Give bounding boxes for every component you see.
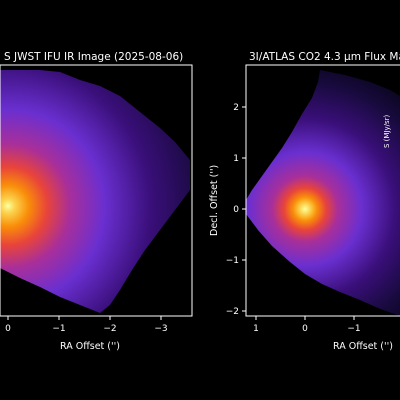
left-heatmap-field [0, 70, 190, 313]
right-x-tick-label: 0 [302, 324, 308, 334]
colorbar-label: S (MJy/sr) [383, 114, 391, 148]
left-x-tick-label: 0 [5, 324, 11, 334]
right-y-tick-label: 1 [233, 154, 239, 164]
right-x-tick-label: −1 [347, 324, 360, 334]
right-x-tick-label: 1 [253, 324, 259, 334]
right-y-tick-label: 2 [233, 103, 239, 113]
right-y-axis: −2 −1 0 1 2 [226, 103, 246, 317]
right-y-tick-label: 0 [233, 205, 239, 215]
right-panel-title: 3I/ATLAS CO2 4.3 μm Flux Ma [249, 51, 400, 63]
right-plot-frame [245, 64, 400, 317]
right-panel: 3I/ATLAS CO2 4.3 μm Flux Ma 1 0 −1 −2 −1 0 1 2… [209, 51, 400, 352]
right-y-axis-label: Decl. Offset ('') [209, 165, 220, 236]
right-heatmap-field [246, 70, 400, 316]
left-x-tick-label: −1 [52, 324, 65, 334]
left-x-axis-label: RA Offset ('') [60, 341, 120, 352]
left-x-axis: 0 −1 −2 −3 [5, 316, 168, 334]
left-x-tick-label: −3 [154, 324, 167, 334]
left-panel: S JWST IFU IR Image (2025-08-06) 0 −1 −2 −3… [0, 51, 193, 352]
right-y-tick-label: −1 [226, 256, 239, 266]
right-y-tick-label: −2 [226, 307, 239, 317]
right-x-axis-label: RA Offset ('') [333, 341, 393, 352]
left-panel-title: S JWST IFU IR Image (2025-08-06) [4, 51, 183, 63]
left-x-tick-label: −2 [103, 324, 116, 334]
left-plot-frame [0, 64, 193, 317]
right-x-axis: 1 0 −1 [253, 316, 361, 334]
